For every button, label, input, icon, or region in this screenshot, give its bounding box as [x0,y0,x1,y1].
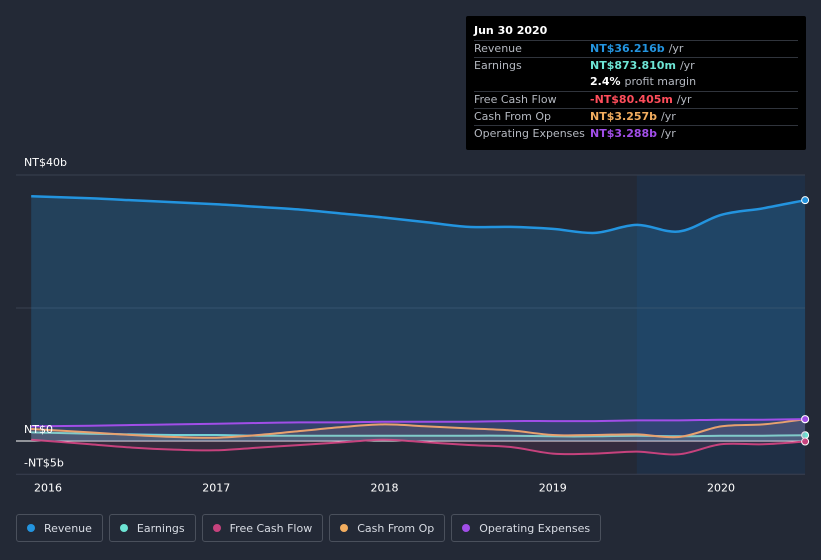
series-layer [31,195,810,456]
tooltip-row-cash-from-op: Cash From Op NT$3.257b/yr [474,108,798,125]
past-year-highlight [636,175,805,475]
x-tick-2017: 2017 [202,481,230,494]
tooltip-row-operating-expenses: Operating Expenses NT$3.288b/yr [474,125,798,142]
tooltip-unit: profit margin [624,75,697,88]
x-axis-ticks: 2016 2017 2018 2019 2020 [34,481,735,494]
tooltip-unit: /yr [679,59,695,72]
cash-from-op-line [31,418,806,439]
tooltip-row-revenue: Revenue NT$36.216b/yr [474,40,798,57]
x-tick-2016: 2016 [34,481,62,494]
tooltip-date: Jun 30 2020 [474,24,548,37]
tooltip-value: NT$3.288b [590,127,658,140]
tooltip-value: -NT$80.405m [590,93,673,106]
operating-expenses-area [31,419,806,441]
legend-label: Earnings [136,521,185,535]
tooltip-key: Operating Expenses [474,127,585,140]
tooltip-value: 2.4% [590,75,621,88]
tooltip-key: Revenue [474,42,522,55]
legend-dot-icon [119,524,128,532]
x-tick-2019: 2019 [539,481,567,494]
legend-item-free-cash-flow[interactable]: Free Cash Flow [201,514,324,542]
chart-area: NT$40b NT$0 -NT$5b 2016 2017 2018 2019 2020 [16,156,810,494]
legend-dot-icon [462,524,471,532]
tooltip-unit: /yr [676,93,692,106]
legend-item-revenue[interactable]: Revenue [16,514,103,542]
y-axis-label-bottom: -NT$5b [24,456,64,469]
revenue-area [31,196,806,441]
tooltip-key: Earnings [474,59,522,72]
legend-item-earnings[interactable]: Earnings [108,514,196,542]
legend-dot-icon [212,524,221,532]
tooltip-key: Free Cash Flow [474,93,557,106]
tooltip-value: NT$36.216b [590,42,665,55]
legend-label: Cash From Op [357,521,435,535]
revenue-line [31,195,806,235]
free-cash-flow-line [31,438,806,456]
tooltip-key [474,74,590,91]
tooltip-row-free-cash-flow: Free Cash Flow -NT$80.405m/yr [474,91,798,108]
tooltip-rows: Revenue NT$36.216b/yr Earnings NT$873.810m /… [474,40,798,142]
tooltip-unit: /yr [668,42,684,55]
legend-label: Revenue [44,521,92,535]
tooltip-row-earnings: Earnings NT$873.810m/yr [474,57,798,74]
legend-label: Operating Expenses [479,521,591,535]
legend-item-operating-expenses[interactable]: Operating Expenses [451,514,602,542]
free-cash-flow-area [31,439,806,455]
x-tick-2020: 2020 [707,481,735,494]
tooltip-value: NT$873.810m [590,59,676,72]
tooltip-row-profit-margin: 2.4% profit margin [474,74,798,91]
operating-expenses-endpoint[interactable] [801,415,810,424]
data-tooltip: Jun 30 2020 Revenue NT$36.216b/yr Earnings… [466,16,806,150]
legend-dot-icon [340,524,349,532]
x-tick-2018: 2018 [371,481,399,494]
y-axis-label-zero: NT$0 [24,423,53,436]
legend-item-cash-from-op[interactable]: Cash From Op [329,514,446,542]
revenue-endpoint[interactable] [801,196,810,205]
legend-dot-icon [27,524,35,532]
legend-label: Free Cash Flow [229,521,313,535]
tooltip-unit: /yr [661,127,676,140]
chart-legend: Revenue Earnings Free Cash Flow Cash From O… [16,514,602,542]
operating-expenses-line [31,418,806,428]
tooltip-value: NT$3.257b [590,110,658,123]
tooltip-key: Cash From Op [474,110,552,123]
free-cash-flow-endpoint[interactable] [801,437,810,446]
y-axis-label-top: NT$40b [24,156,67,169]
tooltip-unit: /yr [661,110,676,123]
